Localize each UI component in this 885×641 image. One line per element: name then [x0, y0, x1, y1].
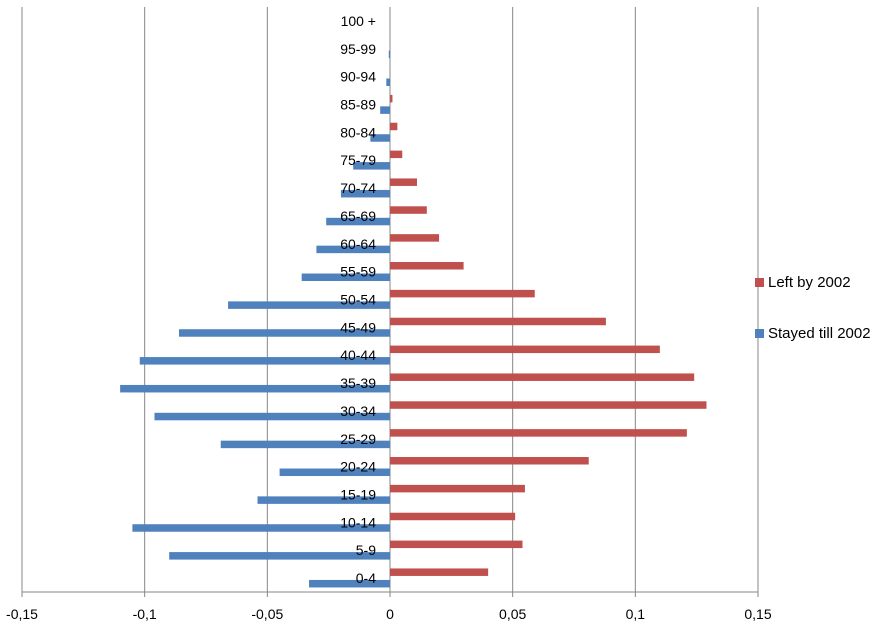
x-axis: -0,15 -0,1 -0,05 0 0,05 0,1 0,15: [6, 591, 772, 622]
category-labels: 0-4 5-9 10-14 15-19 20-24 25-29 30-34 35-39 40-4…: [340, 13, 376, 586]
bar-stayed-50-54: [228, 301, 390, 309]
bar-left-35-39: [390, 373, 695, 381]
x-tick-label: -0,05: [251, 606, 283, 622]
category-label: 15-19: [340, 487, 376, 503]
category-label: 90-94: [340, 69, 376, 85]
category-label: 40-44: [340, 347, 376, 363]
bar-left-85-89: [390, 94, 393, 103]
x-tick-label: 0,05: [499, 606, 526, 622]
bar-stayed-40-44: [139, 357, 390, 365]
category-label: 85-89: [340, 97, 376, 113]
category-label: 45-49: [340, 319, 376, 335]
bar-left-75-79: [390, 150, 403, 159]
legend-item-left: Left by 2002: [755, 274, 851, 291]
x-tick-label: 0,15: [744, 606, 771, 622]
category-label: 60-64: [340, 236, 376, 252]
bar-left-65-69: [390, 206, 427, 214]
gridlines: [21, 7, 759, 592]
category-label: 55-59: [340, 264, 376, 280]
bar-left-45-49: [390, 317, 606, 326]
bar-stayed-30-34: [154, 412, 390, 421]
legend-swatch-left: [755, 278, 764, 287]
bar-stayed-65-69: [326, 217, 390, 226]
bar-stayed-90-94: [386, 78, 390, 87]
x-tick-label: -0,1: [133, 606, 157, 622]
bar-stayed-95-99: [388, 50, 390, 59]
bar-left-5-9: [390, 540, 523, 549]
bar-stayed-20-24: [279, 468, 390, 477]
category-label: 10-14: [340, 514, 376, 530]
category-label: 35-39: [340, 375, 376, 391]
bar-stayed-15-19: [257, 496, 390, 504]
bar-stayed-60-64: [316, 245, 390, 254]
bar-left-15-19: [390, 484, 525, 493]
legend-label-left: Left by 2002: [768, 274, 851, 291]
bar-left-30-34: [390, 401, 707, 409]
bar-left-80-84: [390, 122, 398, 131]
x-tick-label: -0,15: [6, 606, 38, 622]
bar-stayed-0-4: [309, 579, 390, 588]
category-label: 65-69: [340, 208, 376, 224]
x-tick-label: 0,1: [626, 606, 646, 622]
bar-stayed-25-29: [220, 440, 390, 449]
bar-stayed-55-59: [301, 273, 390, 282]
category-label: 20-24: [340, 459, 376, 475]
category-label: 30-34: [340, 403, 376, 419]
bars: [120, 50, 707, 588]
bar-stayed-5-9: [169, 552, 390, 560]
bar-stayed-45-49: [179, 329, 390, 337]
bar-stayed-80-84: [370, 134, 390, 142]
x-tick-label: 0: [386, 606, 394, 622]
bar-left-20-24: [390, 457, 589, 465]
bar-left-40-44: [390, 345, 660, 354]
bar-stayed-35-39: [120, 384, 390, 393]
legend-item-stayed: Stayed till 2002: [755, 325, 871, 342]
category-label: 0-4: [356, 570, 376, 586]
bar-left-10-14: [390, 512, 516, 521]
category-label: 25-29: [340, 431, 376, 447]
bar-left-50-54: [390, 289, 535, 298]
category-label: 100 +: [341, 13, 376, 29]
category-label: 5-9: [356, 542, 376, 558]
legend-label-stayed: Stayed till 2002: [768, 325, 871, 342]
bar-stayed-70-74: [340, 189, 390, 198]
bar-left-70-74: [390, 178, 417, 186]
category-label: 80-84: [340, 124, 376, 140]
bar-left-25-29: [390, 429, 687, 437]
bar-left-0-4: [390, 568, 489, 576]
bar-stayed-75-79: [353, 162, 390, 170]
category-label: 50-54: [340, 292, 376, 308]
bar-stayed-85-89: [380, 106, 390, 114]
legend-swatch-stayed: [755, 329, 764, 338]
category-label: 95-99: [340, 41, 376, 57]
bar-left-60-64: [390, 234, 440, 242]
category-label: 70-74: [340, 180, 376, 196]
bar-left-55-59: [390, 262, 464, 270]
bar-stayed-10-14: [132, 524, 390, 532]
category-label: 75-79: [340, 152, 376, 168]
